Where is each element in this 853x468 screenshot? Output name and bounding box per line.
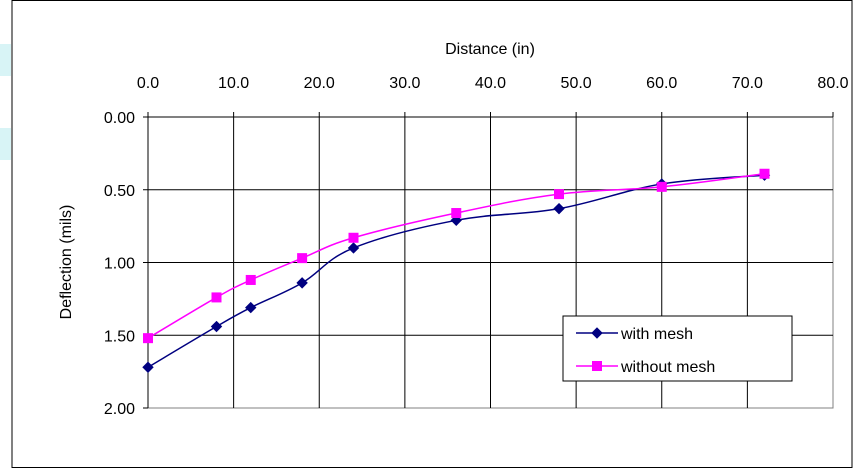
legend-marker-without-mesh <box>592 361 602 371</box>
x-tick-label: 30.0 <box>389 75 420 92</box>
series-line-without-mesh <box>147 173 765 339</box>
data-point-with-mesh <box>553 202 565 215</box>
x-tick-label: 50.0 <box>561 75 592 92</box>
data-point-with-mesh <box>347 242 360 254</box>
y-tick-label: 0.50 <box>104 183 135 200</box>
x-tick-label: 0.0 <box>137 75 159 92</box>
x-tick-label: 70.0 <box>732 75 763 92</box>
left-edge-strip-bottom <box>0 128 11 160</box>
x-tick-label: 80.0 <box>817 75 848 92</box>
left-edge-strip-top <box>0 44 11 76</box>
legend-box <box>562 315 793 382</box>
data-point-without-mesh <box>554 189 564 200</box>
legend-marker-with-mesh <box>591 327 603 339</box>
data-point-with-mesh <box>245 301 257 314</box>
x-axis-title: Distance (in) <box>445 41 535 58</box>
data-point-with-mesh <box>296 277 308 289</box>
data-point-with-mesh <box>142 361 154 373</box>
y-tick-label: 0.00 <box>104 110 135 127</box>
legend-label-with-mesh: with mesh <box>620 326 693 343</box>
data-point-without-mesh <box>451 208 462 219</box>
legend-label-without-mesh: without mesh <box>620 359 715 376</box>
data-point-without-mesh <box>297 253 308 264</box>
x-tick-label: 20.0 <box>304 75 335 92</box>
data-point-without-mesh <box>348 232 359 243</box>
y-tick-label: 1.50 <box>104 328 135 345</box>
y-tick-label: 2.00 <box>104 401 135 418</box>
x-tick-label: 10.0 <box>218 75 249 92</box>
data-point-without-mesh <box>211 292 222 303</box>
legend: with mesh without mesh <box>562 315 793 382</box>
data-point-without-mesh <box>143 333 153 344</box>
y-tick-label: 1.00 <box>104 256 135 273</box>
data-point-without-mesh <box>245 274 256 285</box>
data-point-without-mesh <box>656 181 667 192</box>
data-point-with-mesh <box>210 320 223 333</box>
data-point-without-mesh <box>759 168 770 179</box>
axes: 0.0 10.0 20.0 30.0 40.0 50.0 60.0 70.0 80.0 0.00 0… <box>104 75 849 418</box>
series-line-with-mesh <box>147 174 765 368</box>
series <box>142 168 771 373</box>
x-tick-label: 40.0 <box>475 75 506 92</box>
x-tick-label: 60.0 <box>646 75 677 92</box>
y-axis-title: Deflection (mils) <box>58 205 75 320</box>
